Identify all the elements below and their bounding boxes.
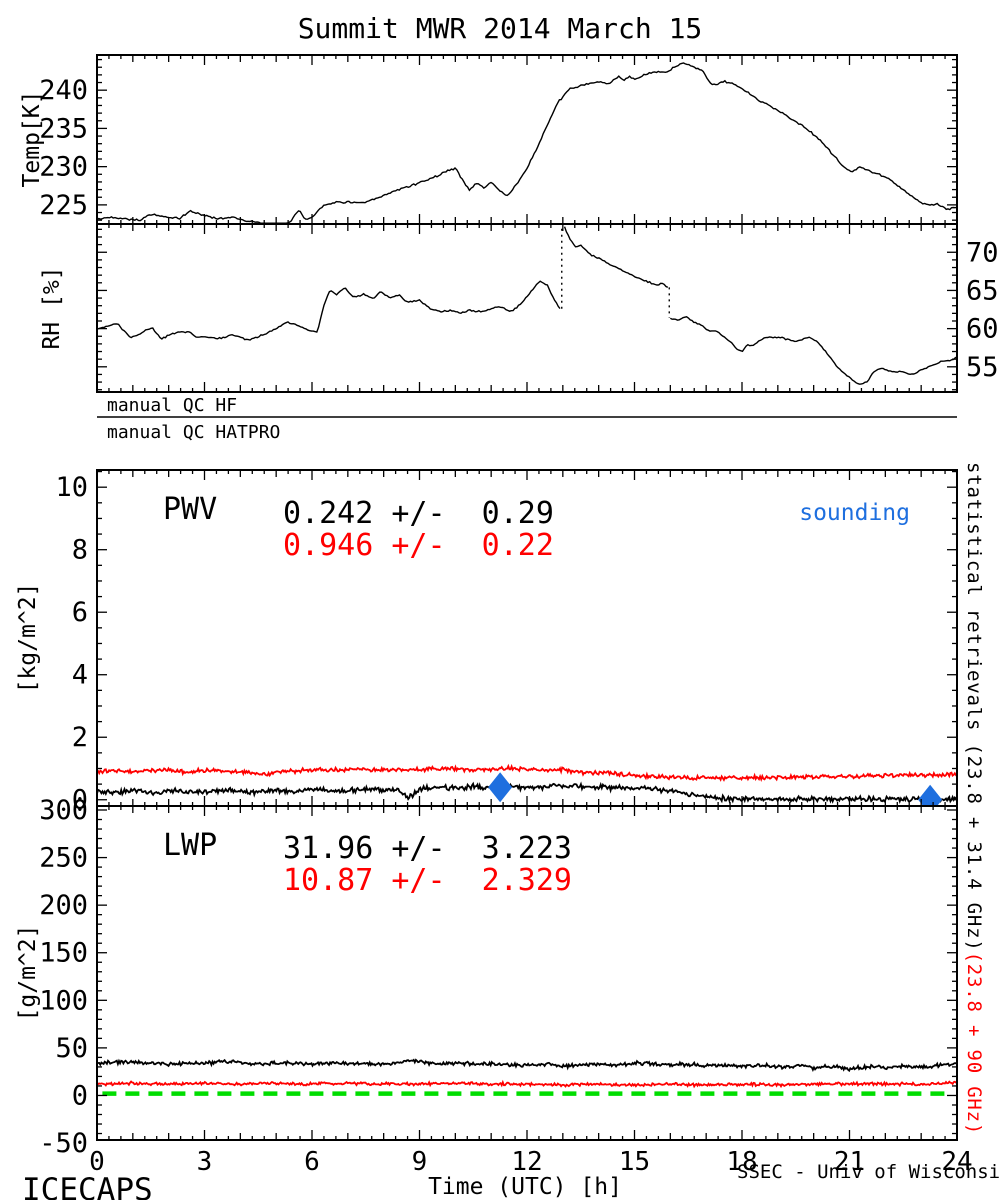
xtick-label: 3 xyxy=(197,1147,213,1177)
pwv-stat-90GHz: 0.946 +/- 0.22 xyxy=(283,528,554,563)
pwv-panel-label: PWV xyxy=(163,492,218,527)
rh-ytick-label: 70 xyxy=(966,237,999,268)
institution-label: SSEC - Univ of Wisconsin xyxy=(737,1161,1000,1183)
xtick-label: 12 xyxy=(511,1147,542,1177)
pwv-ytick-label: 4 xyxy=(72,660,88,691)
lwp-stat-31GHz: 31.96 +/- 3.223 xyxy=(283,831,572,866)
pwv-ytick-label: 2 xyxy=(72,722,88,753)
xtick-label: 18 xyxy=(726,1147,757,1177)
pwv-series-pwv-23.8+90GHz xyxy=(97,763,957,782)
lwp-ytick-label: 50 xyxy=(55,1033,88,1064)
sounding-diamond-marker xyxy=(918,784,943,806)
lwp-ytick-label: 0 xyxy=(72,1080,88,1111)
sounding-diamond-marker xyxy=(488,772,513,803)
project-name-label: ICECAPS xyxy=(22,1172,153,1200)
temp-ytick-label: 230 xyxy=(39,152,88,183)
temp-series-temperature xyxy=(97,62,957,224)
chart-title: Summit MWR 2014 March 15 xyxy=(297,12,703,45)
lwp-series-lwp-23.8+90GHz xyxy=(97,1079,957,1089)
lwp-panel-label: LWP xyxy=(163,828,218,863)
xtick-label: 6 xyxy=(304,1147,320,1177)
lwp-ytick-label: 100 xyxy=(39,985,88,1016)
rh-series-relative-humidity xyxy=(669,316,957,385)
rh-ytick-label: 65 xyxy=(966,275,999,306)
xtick-label: 24 xyxy=(941,1147,972,1177)
retrieval-31GHz-label: statistical retrievals (23.8 + 31.4 GHz) xyxy=(963,462,985,952)
pwv-ytick-label: 10 xyxy=(55,472,88,503)
lwp-series-lwp-23.8+31.4GHz xyxy=(97,1058,957,1073)
lwp-ytick-label: 250 xyxy=(39,843,88,874)
pwv-ytick-label: 0 xyxy=(72,785,88,816)
temp-panel-border xyxy=(96,54,958,225)
rh-series-relative-humidity xyxy=(97,280,561,341)
temp-ytick-label: 235 xyxy=(39,113,88,144)
lwp-ytick-label: 200 xyxy=(39,890,88,921)
xtick-label: 21 xyxy=(834,1147,865,1177)
lwp-ytick-label: -50 xyxy=(39,1128,88,1159)
temp-axis-label: Temp[K] xyxy=(19,90,45,188)
pwv-series-pwv-23.8+31.4GHz xyxy=(97,781,957,805)
temp-ytick-label: 225 xyxy=(39,190,88,221)
lwp-axis-label: [g/m^2] xyxy=(15,924,41,1022)
rh-axis-label: RH [%] xyxy=(39,266,65,350)
rh-ytick-label: 55 xyxy=(966,352,999,383)
right-margin-retrieval-label: statistical retrievals (23.8 + 31.4 GHz)… xyxy=(962,462,986,1135)
lwp-stat-90GHz: 10.87 +/- 2.329 xyxy=(283,863,572,898)
xaxis-title: Time (UTC) [h] xyxy=(428,1174,622,1200)
temp-ytick-label: 240 xyxy=(39,75,88,106)
rh-series-relative-humidity xyxy=(563,226,669,288)
qc-row-hf-label: manual QC HF xyxy=(107,395,238,416)
pwv-ytick-label: 6 xyxy=(72,597,88,628)
sounding-legend-label: sounding xyxy=(799,500,910,526)
qc-row-hatpro-label: manual QC HATPRO xyxy=(107,422,281,443)
xtick-label: 15 xyxy=(619,1147,650,1177)
pwv-stat-31GHz: 0.242 +/- 0.29 xyxy=(283,496,554,531)
xtick-label: 0 xyxy=(89,1147,105,1177)
rh-panel-border xyxy=(96,223,958,393)
lwp-ytick-label: 300 xyxy=(39,795,88,826)
xtick-label: 9 xyxy=(412,1147,428,1177)
lwp-ytick-label: 150 xyxy=(39,938,88,969)
pwv-axis-label: [kg/m^2] xyxy=(15,582,41,694)
rh-ytick-label: 60 xyxy=(966,314,999,345)
retrieval-90GHz-label: (23.8 + 90 GHz) xyxy=(963,951,985,1136)
pwv-ytick-label: 8 xyxy=(72,535,88,566)
